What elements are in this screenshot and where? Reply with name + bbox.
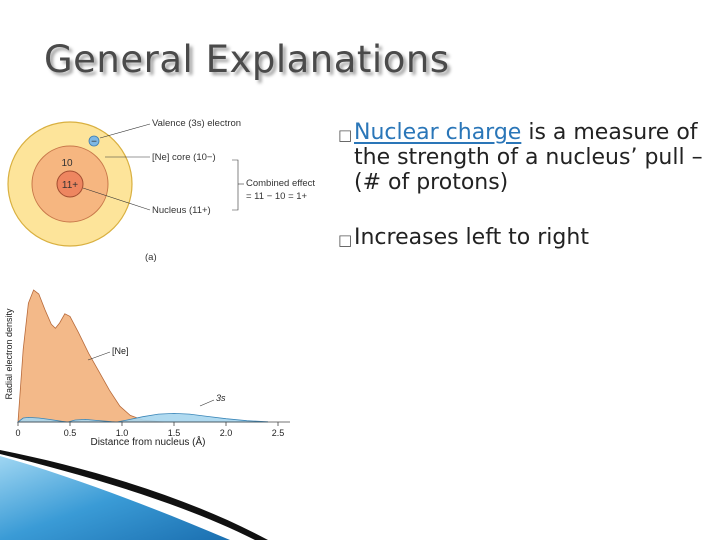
combined-effect-label-line2: = 11 − 10 = 1+	[246, 191, 308, 202]
nucleus-circle	[56, 170, 84, 198]
panel-letter: (a)	[145, 252, 157, 263]
valence-electron-icon	[88, 135, 100, 147]
x-tick-label: 1.5	[168, 428, 181, 438]
x-tick-label: 2.0	[220, 428, 233, 438]
core-charge-value: 10	[61, 158, 73, 169]
ne-series-leader	[87, 351, 111, 361]
decorative-swoosh	[0, 450, 268, 540]
bullet-list: □ Nuclear charge is a measure of the str…	[338, 120, 708, 250]
valence-leader-line	[99, 123, 151, 139]
y-axis-label: Radial electron density	[4, 308, 14, 400]
bullet-nuclear-charge: □ Nuclear charge is a measure of the str…	[338, 120, 708, 195]
bullet-box-icon: □	[338, 126, 353, 144]
nuclear-charge-text: is a measure of the strength of a nucleu…	[354, 120, 703, 195]
bullet-increases: □ Increases left to right	[338, 225, 708, 250]
nuclear-charge-link[interactable]: Nuclear charge	[354, 120, 522, 145]
atom-diagram: − 10 11+ Valence (3s) electron [Ne] core…	[7, 118, 315, 263]
nucleus-charge-value: 11+	[62, 180, 78, 191]
combined-effect-label-line1: Combined effect	[246, 178, 315, 189]
increases-text: Increases left to right	[354, 225, 589, 250]
core-label: [Ne] core (10−)	[152, 152, 216, 163]
x-tick-label: 1.0	[116, 428, 129, 438]
swoosh-blue-band	[0, 456, 230, 540]
3s-series-label: 3s	[216, 393, 226, 403]
bullet-box-icon: □	[338, 231, 353, 249]
nucleus-label: Nucleus (11+)	[152, 205, 211, 216]
x-tick-label: 0	[15, 428, 20, 438]
slide-title: General Explanations	[44, 38, 450, 81]
x-tick-label: 2.5	[272, 428, 285, 438]
valence-label: Valence (3s) electron	[152, 118, 241, 129]
x-axis-label: Distance from nucleus (Å)	[90, 435, 205, 448]
3s-series-leader	[199, 399, 215, 407]
nucleus-leader-line	[82, 187, 151, 211]
valence-electron-sign: −	[91, 137, 97, 148]
radial-density-chart: 0 0.5 1.0 1.5 2.0 2.5 Radial electron density…	[4, 289, 290, 448]
ne-series-label: [Ne]	[112, 346, 129, 356]
swoosh-black-stroke	[0, 450, 268, 540]
combined-effect-bracket	[232, 159, 239, 211]
series-area-ne	[17, 289, 164, 423]
x-tick-label: 0.5	[64, 428, 77, 438]
